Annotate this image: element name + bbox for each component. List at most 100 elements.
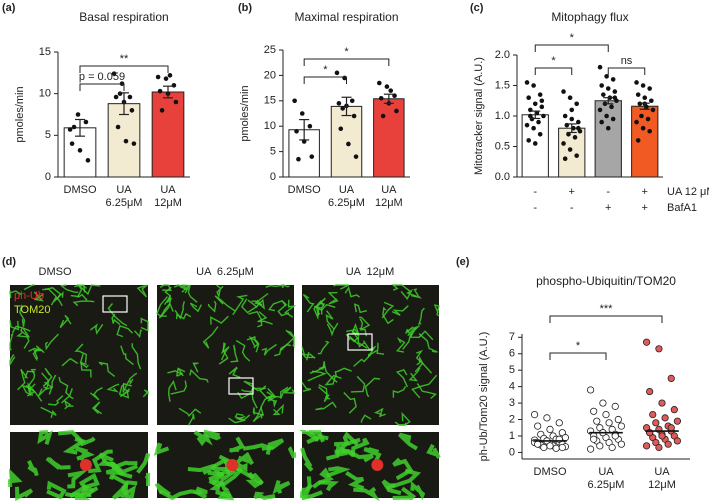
mitochondria (155, 483, 171, 497)
mitochondria (202, 326, 219, 349)
condition-sign: - (570, 202, 574, 214)
mitochondria (248, 335, 260, 353)
mitochondria (410, 330, 434, 341)
mitochondria (416, 383, 438, 400)
panel-label: (e) (456, 256, 470, 268)
mitochondria (72, 300, 95, 307)
data-point (658, 432, 666, 440)
data-point (75, 112, 81, 117)
x-tick-label: UA 6.25μM (588, 466, 625, 491)
mitochondria (241, 389, 258, 409)
y-tick-label: 0.5 (495, 140, 510, 152)
data-point (612, 89, 618, 94)
mitochondria (167, 379, 177, 402)
data-point (336, 101, 342, 106)
mitochondria (144, 472, 150, 486)
x-tick-label: UA 6.25μM (328, 184, 365, 209)
mitochondria (414, 355, 424, 373)
mitochondria (394, 421, 407, 426)
data-point (567, 147, 573, 152)
data-point (351, 113, 357, 119)
condition-label: BafA1 (667, 202, 697, 214)
mitochondria (353, 486, 380, 501)
mitochondria (386, 468, 422, 491)
mitochondria (210, 315, 229, 325)
mitochondria (136, 452, 150, 474)
significance-label: ** (120, 53, 129, 65)
data-point (634, 80, 639, 85)
y-tick-label: 20 (264, 69, 276, 81)
mitochondria (131, 343, 142, 370)
mitochondria (287, 446, 296, 459)
mitochondria (319, 302, 326, 315)
data-point (640, 83, 646, 88)
data-point (642, 442, 651, 450)
y-tick-label: 2.0 (495, 49, 510, 61)
data-point (159, 108, 165, 113)
y-tick-label: 15 (264, 95, 276, 107)
data-point (129, 108, 135, 113)
chart-title: Mitophagy flux (551, 10, 628, 24)
significance-bracket (79, 65, 169, 73)
mitochondria (45, 456, 71, 470)
data-point (655, 345, 663, 353)
data-point (338, 126, 344, 132)
mitochondria (111, 313, 121, 325)
data-point (576, 119, 581, 125)
mitochondria (243, 380, 267, 392)
bar (151, 91, 185, 178)
bar (558, 127, 586, 178)
mitochondria (91, 401, 103, 415)
mitochondria (265, 438, 285, 455)
mitochondria (17, 369, 26, 391)
mitochondria (410, 481, 426, 501)
mitochondria (410, 288, 423, 299)
data-point (536, 119, 541, 125)
y-tick-label: 10 (39, 88, 51, 100)
data-point (388, 88, 394, 93)
data-point (380, 113, 386, 119)
significance-bracket (549, 315, 663, 323)
data-point (117, 91, 123, 96)
condition-label: UA 12 μM (667, 186, 709, 198)
data-point (652, 419, 660, 427)
data-point (569, 116, 575, 122)
mitochondria (228, 366, 241, 379)
mitochondria (120, 345, 134, 366)
data-point (614, 415, 622, 424)
mitochondria (260, 391, 274, 416)
data-point (574, 101, 579, 107)
mitochondria (215, 284, 224, 299)
mitochondria (50, 291, 64, 306)
mitochondria (408, 367, 421, 382)
micrograph-texture (9, 284, 150, 418)
y-tick-label: 0 (270, 171, 276, 183)
data-point (610, 116, 616, 122)
condition-sign: + (569, 186, 575, 198)
mitochondria (418, 307, 425, 325)
mitochondria (265, 388, 277, 402)
mitochondria (353, 349, 378, 367)
mitochondria (344, 285, 360, 298)
mitochondria (301, 381, 312, 392)
mitochondria (58, 430, 86, 455)
panel-label: (a) (2, 2, 16, 14)
data-point (673, 417, 682, 425)
significance-label: * (551, 55, 556, 67)
mitochondria (395, 336, 406, 353)
data-point (670, 406, 678, 414)
data-point (664, 440, 672, 448)
x-tick-label: UA 6.25μM (106, 184, 143, 209)
mitochondria (318, 365, 338, 383)
data-point (541, 113, 546, 119)
data-point (635, 92, 641, 97)
data-point (349, 98, 355, 104)
data-point (307, 123, 313, 129)
micrograph-texture (153, 429, 296, 501)
mitochondria (382, 306, 394, 325)
data-point (111, 71, 117, 76)
y-tick-label: 10 (264, 120, 276, 132)
data-point (537, 132, 543, 137)
data-point (655, 443, 663, 452)
data-point (115, 124, 121, 130)
